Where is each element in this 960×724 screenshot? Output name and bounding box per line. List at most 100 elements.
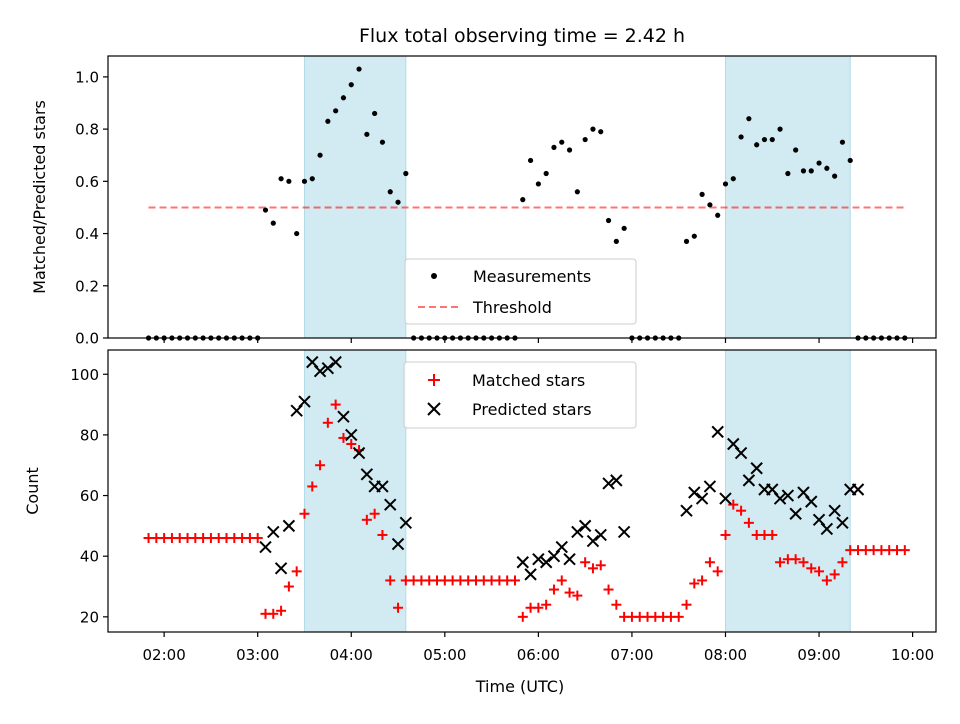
matched-star-point — [541, 599, 552, 610]
matched-star-point — [814, 566, 825, 577]
predicted-star-point — [399, 516, 413, 530]
y-tick-label: 100 — [70, 366, 99, 384]
measurement-point — [613, 238, 619, 244]
predicted-star-point — [352, 446, 366, 460]
top-yaxis: 0.0 0.2 0.4 0.6 0.8 1.0 — [75, 68, 108, 348]
measurement-point — [364, 131, 370, 137]
figure-title: Flux total observing time = 2.42 h — [359, 25, 685, 47]
measurement-point — [777, 126, 783, 132]
measurement-point — [746, 116, 752, 122]
predicted-star-point — [516, 556, 529, 569]
y-tick-label: 0.4 — [75, 225, 99, 243]
measurement-point — [278, 176, 284, 182]
top-legend: Measurements Threshold — [404, 258, 637, 325]
predicted-star-point — [337, 410, 350, 423]
matched-star-point — [572, 590, 583, 601]
matched-star-point — [283, 581, 294, 592]
predicted-star-point — [742, 474, 756, 487]
matched-star-point — [322, 417, 333, 428]
bottom-bands — [303, 349, 851, 633]
matched-star-point — [704, 557, 715, 568]
measurement-point — [395, 199, 401, 205]
legend-threshold-label: Threshold — [472, 298, 552, 317]
matched-star-point — [252, 533, 263, 543]
measurement-point — [683, 238, 690, 244]
measurement-point — [325, 118, 331, 124]
measurement-point — [262, 207, 269, 213]
x-tick-label: 06:00 — [517, 646, 560, 664]
matched-star-point — [564, 587, 575, 598]
measurement-point — [340, 95, 347, 101]
matched-star-point — [720, 529, 731, 540]
matched-star-point — [315, 460, 326, 471]
predicted-star-point — [688, 486, 701, 499]
matched-star-point — [837, 557, 848, 568]
matched-star-point — [369, 508, 380, 519]
measurement-point — [309, 176, 315, 182]
measurement-point — [333, 108, 339, 114]
top-legend-box — [404, 258, 637, 325]
x-tick-label: 08:00 — [704, 646, 747, 664]
predicted-star-point — [617, 525, 631, 539]
matched-star-point — [767, 529, 778, 540]
predicted-star-point — [750, 462, 763, 475]
bottom-legend: Matched stars Predicted stars — [403, 361, 637, 429]
matched-star-point — [556, 575, 567, 586]
measurement-point — [730, 176, 736, 182]
predicted-star-point — [711, 425, 724, 439]
measurement-point — [387, 189, 393, 195]
measurement-point — [574, 189, 580, 195]
measurement-point — [543, 170, 549, 177]
matched-star-point — [595, 560, 606, 571]
x-tick-label: 05:00 — [423, 646, 466, 664]
matched-star-point — [790, 554, 801, 565]
x-tick-label: 04:00 — [330, 646, 373, 664]
measurement-point — [754, 142, 760, 148]
matched-star-point — [821, 575, 832, 586]
measurement-point — [590, 126, 596, 132]
measurement-point — [348, 82, 354, 88]
matched-star-point — [775, 557, 786, 568]
measurement-point — [699, 191, 705, 197]
measurement-point — [294, 230, 300, 237]
y-tick-label: 1.0 — [75, 68, 99, 86]
predicted-star-point — [321, 361, 335, 375]
measurement-point — [605, 217, 612, 224]
predicted-star-point — [274, 562, 288, 575]
matched-star-point — [712, 566, 723, 577]
measurement-point — [847, 157, 853, 164]
measurement-point — [839, 139, 846, 145]
predicted-star-point — [329, 355, 342, 369]
bottom-axes-frame — [107, 349, 937, 633]
matched-star-point — [385, 575, 396, 586]
measurement-point — [824, 165, 830, 171]
predicted-star-point — [532, 553, 545, 566]
measurement-point — [527, 157, 534, 164]
predicted-star-point — [524, 568, 537, 581]
predicted-star-point — [384, 498, 397, 511]
measurement-point — [707, 202, 713, 208]
measurement-point — [270, 220, 276, 226]
measurement-point — [551, 144, 557, 150]
predicted-star-point — [820, 522, 834, 536]
matched-star-point — [603, 584, 614, 595]
predicted-star-point — [773, 492, 787, 505]
matched-star-point — [681, 599, 692, 610]
matched-star-point — [798, 557, 809, 568]
predicted-star-point — [282, 519, 296, 533]
measurement-point — [559, 139, 565, 145]
measurement-point — [800, 168, 807, 174]
x-tick-label: 10:00 — [891, 646, 934, 664]
predicted-star-point — [680, 504, 693, 517]
predicted-star-point — [594, 528, 607, 542]
predicted-star-point — [695, 492, 709, 505]
observation-band — [303, 349, 407, 633]
predicted-star-point — [719, 492, 732, 505]
measurement-point — [621, 225, 627, 231]
measurement-point — [582, 136, 588, 143]
matched-star-point — [338, 432, 349, 443]
matched-star-point — [299, 508, 310, 519]
bottom-yaxis: 20 40 60 80 100 — [70, 366, 108, 626]
predicted-star-point — [602, 477, 615, 490]
